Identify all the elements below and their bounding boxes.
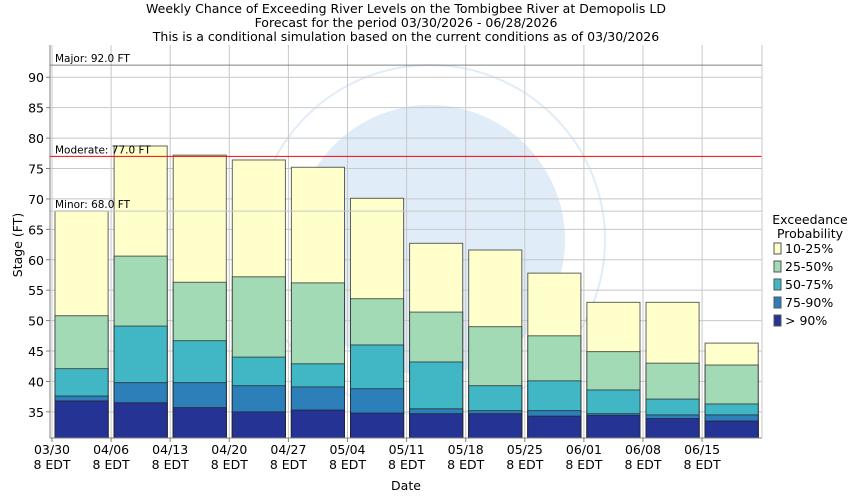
- y-tick-label: 50: [28, 314, 44, 329]
- bar--90-: [409, 413, 464, 439]
- x-tick-label-time: 8 EDT: [93, 457, 130, 472]
- x-tick-label-time: 8 EDT: [152, 457, 189, 472]
- x-tick-label-date: 06/08: [625, 442, 661, 457]
- legend-swatch: [773, 242, 782, 255]
- x-tick-label-time: 8 EDT: [211, 457, 248, 472]
- legend-swatch: [773, 314, 782, 327]
- x-tick-label-date: 05/18: [448, 442, 484, 457]
- y-tick-label: 55: [28, 283, 44, 298]
- y-tick-label: 45: [28, 344, 44, 359]
- title-line: This is a conditional simulation based o…: [152, 29, 659, 44]
- legend-title: Probability: [777, 226, 844, 241]
- chart-title: Weekly Chance of Exceeding River Levels …: [146, 1, 666, 44]
- x-tick-label-date: 06/01: [566, 442, 602, 457]
- legend-title: Exceedance: [772, 212, 848, 227]
- bar--90-: [527, 415, 582, 439]
- y-axis-label: Stage (FT): [10, 213, 25, 277]
- x-tick-label-time: 8 EDT: [329, 457, 366, 472]
- y-tick-label: 70: [28, 192, 44, 207]
- legend-label: 75-90%: [785, 295, 833, 310]
- bar--90-: [113, 402, 168, 439]
- x-tick-label-date: 04/06: [93, 442, 129, 457]
- x-axis-label: Date: [391, 478, 421, 493]
- legend-swatch: [773, 296, 782, 309]
- bar--90-: [172, 407, 227, 439]
- bar--90-: [645, 418, 700, 439]
- thresholds: Major: 92.0 FT Moderate: 77.0 FT Minor: 68…: [50, 53, 762, 212]
- legend-swatch: [773, 260, 782, 273]
- x-tick-label-date: 04/27: [270, 442, 306, 457]
- y-tick-label: 40: [28, 374, 44, 389]
- x-tick-label-time: 8 EDT: [33, 457, 70, 472]
- bar--90-: [54, 400, 109, 439]
- title-line: Forecast for the period 03/30/2026 - 06/…: [255, 15, 558, 30]
- x-tick-label-date: 05/25: [507, 442, 543, 457]
- x-tick-label-time: 8 EDT: [506, 457, 543, 472]
- legend-label: 25-50%: [785, 259, 833, 274]
- bar--90-: [290, 409, 345, 439]
- x-tick-label-date: 04/13: [152, 442, 188, 457]
- y-tick-label: 75: [28, 161, 44, 176]
- x-tick-label-date: 06/15: [684, 442, 720, 457]
- x-tick-label-time: 8 EDT: [388, 457, 425, 472]
- x-tick-label-date: 03/30: [34, 442, 70, 457]
- y-tick-label: 80: [28, 131, 44, 146]
- y-tick-label: 90: [28, 70, 44, 85]
- x-tick-label-time: 8 EDT: [270, 457, 307, 472]
- legend-swatch: [773, 278, 782, 291]
- y-tick-label: 35: [28, 405, 44, 420]
- bars: [54, 145, 759, 439]
- y-tick-label: 60: [28, 253, 44, 268]
- x-tick-label-time: 8 EDT: [624, 457, 661, 472]
- x-tick-label-time: 8 EDT: [684, 457, 721, 472]
- grid: [50, 45, 762, 438]
- threshold-label: Major: 92.0 FT: [55, 53, 130, 65]
- x-tick-label-date: 05/11: [389, 442, 425, 457]
- title-line: Weekly Chance of Exceeding River Levels …: [146, 1, 666, 16]
- legend-label: 50-75%: [785, 277, 833, 292]
- bar--90-: [586, 414, 641, 439]
- x-tick-label-date: 04/20: [211, 442, 247, 457]
- threshold-label: Moderate: 77.0 FT: [55, 144, 151, 156]
- bar--90-: [231, 411, 286, 439]
- y-tick-label: 65: [28, 222, 44, 237]
- threshold-label: Minor: 68.0 FT: [55, 199, 131, 211]
- bar--90-: [350, 412, 405, 439]
- legend-label: > 90%: [785, 313, 827, 328]
- legend-label: 10-25%: [785, 241, 833, 256]
- y-tick-label: 85: [28, 101, 44, 116]
- x-tick-label-date: 05/04: [329, 442, 365, 457]
- x-tick-label-time: 8 EDT: [565, 457, 602, 472]
- bar--90-: [704, 420, 759, 439]
- bar--90-: [468, 413, 523, 439]
- x-tick-label-time: 8 EDT: [447, 457, 484, 472]
